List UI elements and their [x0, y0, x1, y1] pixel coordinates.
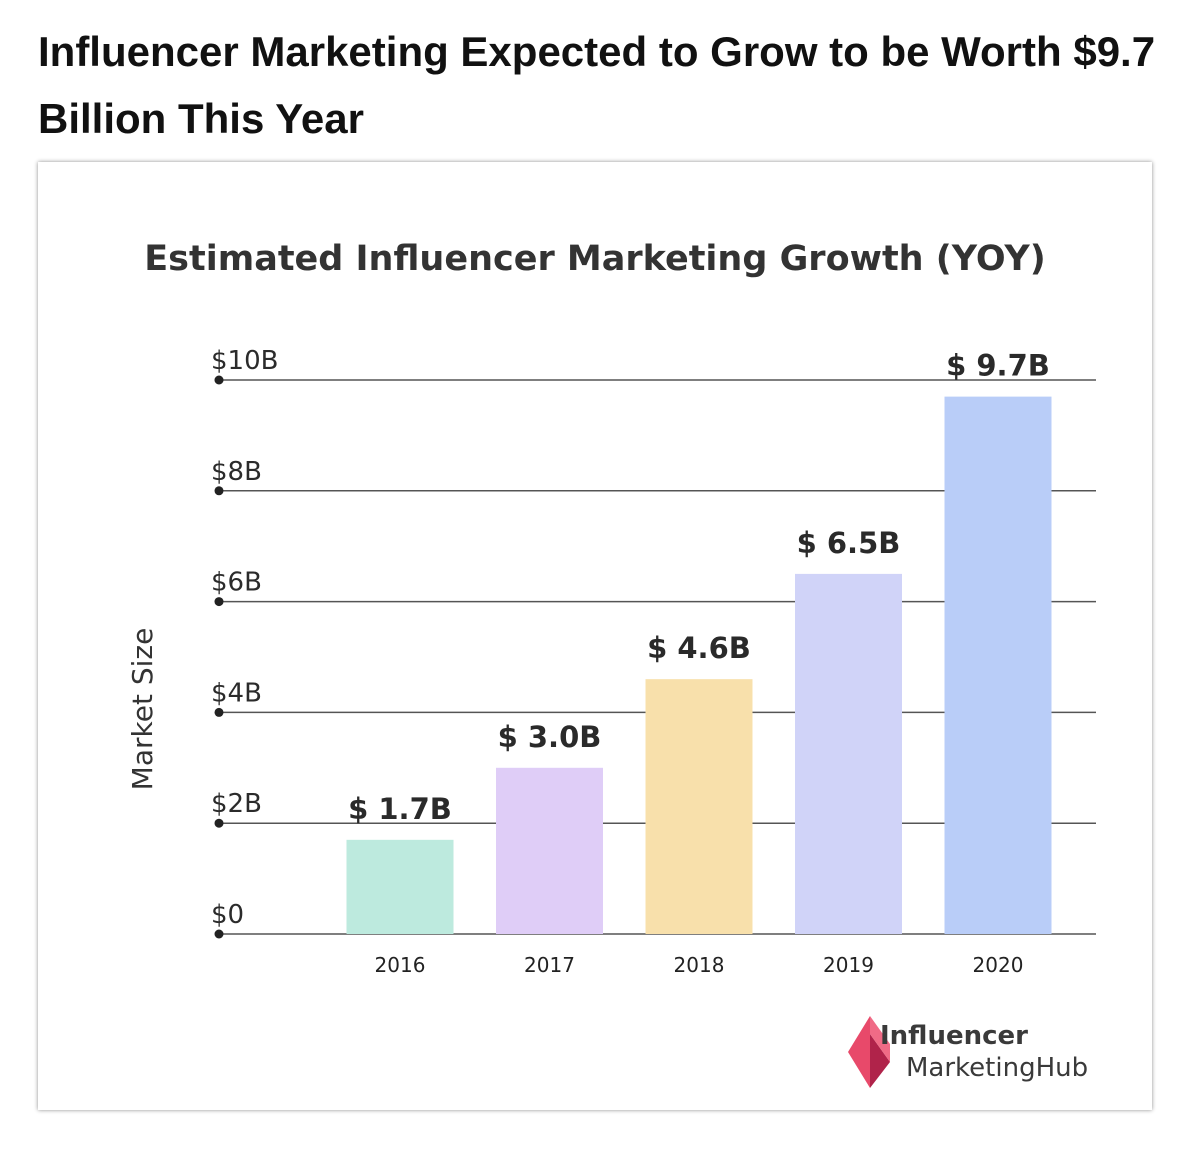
grid-layer: $0 $2B $4B $6B $8B $10B: [211, 346, 1096, 939]
bar-2017: [496, 767, 603, 934]
data-label-2019: $ 6.5B: [797, 526, 901, 560]
label-layer: $ 1.7B 2016 $ 3.0B 2017 $ 4.6B 2018 $ 6.5B 2019…: [348, 349, 1050, 977]
headline: Influencer Marketing Expected to Grow to…: [38, 28, 1156, 142]
gridline-dot: [214, 597, 224, 607]
logo-text-line2: MarketingHub: [906, 1053, 1088, 1083]
gridline-dot: [214, 707, 224, 717]
y-tick-label: $2B: [211, 789, 262, 819]
x-tick-label: 2019: [823, 953, 874, 977]
influencer-marketinghub-logo: Influencer MarketingHub: [848, 1016, 1088, 1088]
x-tick-label: 2020: [973, 953, 1024, 977]
bar-2016: [346, 839, 454, 934]
gridline-dot: [214, 486, 224, 496]
data-label-2016: $ 1.7B: [348, 792, 452, 826]
logo-text-line1: Influencer: [880, 1021, 1028, 1051]
y-tick-label: $8B: [211, 457, 262, 487]
y-tick-label: $10B: [211, 346, 278, 376]
gridline-dot: [214, 818, 224, 828]
chart-card: Estimated Influencer Marketing Growth (Y…: [38, 162, 1152, 1110]
x-tick-label: 2017: [524, 953, 575, 977]
y-tick-label: $6B: [211, 568, 262, 598]
bar-2018: [645, 679, 753, 934]
chart-title: Estimated Influencer Marketing Growth (Y…: [144, 239, 1045, 279]
gridline-dot: [214, 929, 224, 939]
bar-chart: Estimated Influencer Marketing Growth (Y…: [126, 239, 1096, 1088]
y-tick-label: $0: [211, 900, 244, 930]
diamond-logo-icon: [848, 1016, 890, 1088]
gridline-dot: [214, 375, 224, 385]
bar-layer: [346, 396, 1052, 934]
y-axis-label: Market Size: [126, 628, 159, 791]
bar-2019: [795, 573, 902, 934]
bar-2020: [944, 396, 1052, 934]
x-tick-label: 2016: [375, 953, 426, 977]
data-label-2018: $ 4.6B: [647, 631, 751, 665]
x-tick-label: 2018: [674, 953, 725, 977]
data-label-2017: $ 3.0B: [498, 720, 602, 754]
y-tick-label: $4B: [211, 678, 262, 708]
data-label-2020: $ 9.7B: [946, 349, 1050, 383]
